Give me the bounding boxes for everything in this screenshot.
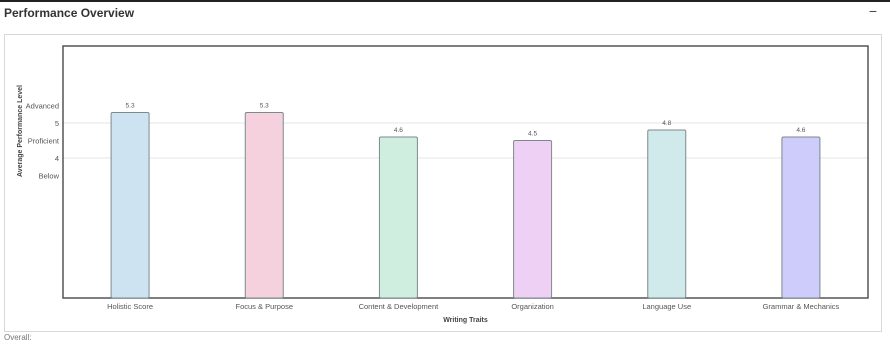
bar bbox=[647, 129, 687, 299]
x-tick-label: Organization bbox=[511, 302, 554, 311]
data-label: 5.3 bbox=[260, 103, 269, 110]
y-tick-label: Advanced bbox=[26, 102, 59, 111]
overall-label: Overall: bbox=[4, 333, 32, 342]
panel-header: Performance Overview − bbox=[0, 2, 890, 28]
top-rule bbox=[0, 0, 890, 2]
x-tick-label: Holistic Score bbox=[107, 302, 153, 311]
x-tick-label: Grammar & Mechanics bbox=[763, 302, 840, 311]
plot-area-border bbox=[62, 45, 869, 299]
data-label: 4.8 bbox=[662, 120, 671, 127]
data-label: 5.3 bbox=[126, 103, 135, 110]
bar-chart: Advanced 5 Proficient 4 Below 5.3 Holistic Sco… bbox=[17, 45, 869, 324]
y-tick-label: Below bbox=[39, 172, 60, 181]
panel-title: Performance Overview bbox=[4, 6, 135, 20]
x-tick-label: Content & Development bbox=[359, 302, 440, 311]
data-label: 4.6 bbox=[796, 127, 805, 134]
bar bbox=[110, 112, 150, 299]
data-label: 4.5 bbox=[528, 131, 537, 138]
y-tick-label: Proficient bbox=[28, 137, 60, 146]
collapse-button[interactable]: − bbox=[868, 3, 878, 19]
bar bbox=[244, 112, 284, 299]
bar bbox=[513, 140, 553, 299]
x-tick-label: Language Use bbox=[642, 302, 691, 311]
y-tick-label: 4 bbox=[55, 154, 59, 163]
bar bbox=[781, 136, 821, 299]
bar bbox=[378, 136, 418, 299]
y-axis-title: Average Performance Level bbox=[17, 85, 24, 177]
x-axis-title: Writing Traits bbox=[443, 317, 488, 324]
chart-card: Advanced 5 Proficient 4 Below 5.3 Holistic Sco… bbox=[4, 34, 882, 332]
y-tick-label: 5 bbox=[55, 119, 59, 128]
data-label: 4.6 bbox=[394, 127, 403, 134]
x-tick-label: Focus & Purpose bbox=[235, 302, 293, 311]
